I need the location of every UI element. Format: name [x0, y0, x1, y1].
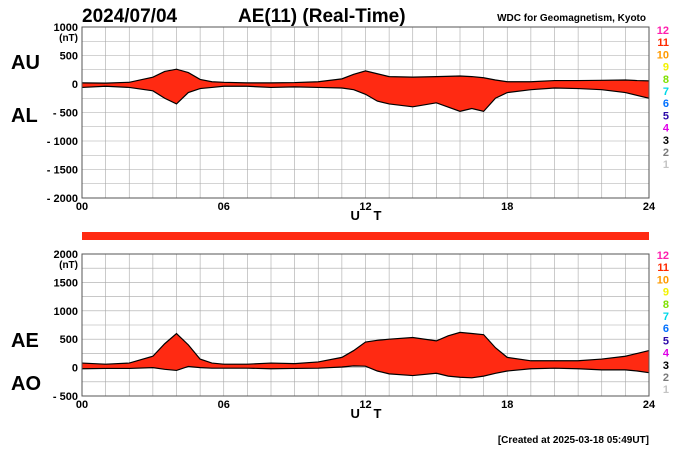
series-line-au: [81, 68, 650, 84]
x-tick-label: 00: [76, 201, 88, 213]
y-tick-label: 0: [72, 363, 78, 375]
legend-item: 7: [663, 311, 669, 323]
y-tick-label: - 2000: [47, 193, 78, 205]
legend-item: 4: [663, 348, 670, 360]
legend-item: 11: [657, 37, 669, 49]
x-tick-label: 06: [218, 201, 230, 213]
area-ae-ao: [82, 332, 649, 378]
y-tick-label: - 500: [53, 391, 78, 403]
x-tick-label: 24: [643, 201, 656, 213]
x-tick-label: 06: [218, 399, 230, 411]
index-title: AE(11) (Real-Time): [238, 6, 406, 27]
area-au-al: [82, 69, 649, 112]
panels: 1000 500 0 - 500 - 1000 - 1500 - 2000 (nT) 00 06 1…: [11, 22, 656, 421]
legend-item: 2: [663, 147, 669, 159]
y-unit-label: (nT): [59, 33, 78, 44]
legend-item: 9: [663, 287, 669, 299]
series-label-au: AU: [11, 52, 40, 74]
y-tick-label: - 500: [53, 108, 78, 120]
legend-item: 7: [663, 86, 669, 98]
date-title: 2024/07/04: [82, 6, 178, 27]
x-tick-label: 12: [359, 201, 371, 213]
legend-item: 3: [663, 135, 669, 147]
y-tick-label: 500: [60, 51, 78, 63]
legend-item: 2: [663, 372, 669, 384]
x-tick-label: 24: [643, 399, 656, 411]
y-tick-label: - 1000: [47, 136, 78, 148]
legend-item: 5: [663, 110, 669, 122]
legend-item: 3: [663, 360, 669, 372]
series-line-ao: [81, 365, 650, 379]
y-tick-label: 500: [60, 334, 78, 346]
legend-item: 6: [663, 323, 669, 335]
status-bar: [82, 232, 649, 240]
grid: [81, 253, 650, 397]
y-tick-label: 1500: [54, 277, 78, 289]
legend-item: 1: [663, 159, 669, 171]
legend-item: 12: [657, 250, 669, 262]
x-axis-label: U T: [351, 406, 387, 421]
legend-item: 8: [663, 299, 669, 311]
source-label: WDC for Geomagnetism, Kyoto: [497, 13, 646, 24]
panel-au-al: 1000 500 0 - 500 - 1000 - 1500 - 2000 (nT) 00 06 1…: [11, 22, 656, 223]
legend-item: 4: [663, 123, 670, 135]
y-tick-label: 1000: [54, 306, 78, 318]
y-tick-label: 1000: [54, 22, 78, 34]
y-tick-label: 2000: [54, 249, 78, 261]
y-tick-label: - 1500: [47, 165, 78, 177]
panel-ae-ao: 2000 1500 1000 500 0 - 500 (nT) 00 06 12 18 24 U T AE…: [11, 249, 656, 421]
series-label-ae: AE: [11, 330, 39, 352]
legend-item: 10: [657, 49, 669, 61]
y-tick-label: 0: [72, 79, 78, 91]
grid: [81, 26, 650, 199]
legend-item: 10: [657, 274, 669, 286]
series-label-al: AL: [11, 105, 38, 127]
legend-item: 5: [663, 335, 669, 347]
series-line-ae: [81, 331, 650, 365]
plot-frame: [81, 253, 650, 397]
created-timestamp: [Created at 2025-03-18 05:49UT]: [498, 435, 649, 446]
series-label-ao: AO: [11, 373, 41, 395]
series-line-al: [81, 85, 650, 113]
x-tick-label: 18: [501, 201, 513, 213]
legend-item: 1: [663, 384, 669, 396]
legend-item: 8: [663, 74, 669, 86]
legend-item: 11: [657, 262, 669, 274]
x-tick-label: 00: [76, 399, 88, 411]
y-unit-label: (nT): [59, 260, 78, 271]
legend-item: 12: [657, 25, 669, 37]
x-axis-label: U T: [351, 208, 387, 223]
x-tick-label: 18: [501, 399, 513, 411]
x-tick-label: 12: [359, 399, 371, 411]
legend-item: 6: [663, 98, 669, 110]
plot-frame: [81, 26, 650, 199]
legend-item: 9: [663, 62, 669, 74]
